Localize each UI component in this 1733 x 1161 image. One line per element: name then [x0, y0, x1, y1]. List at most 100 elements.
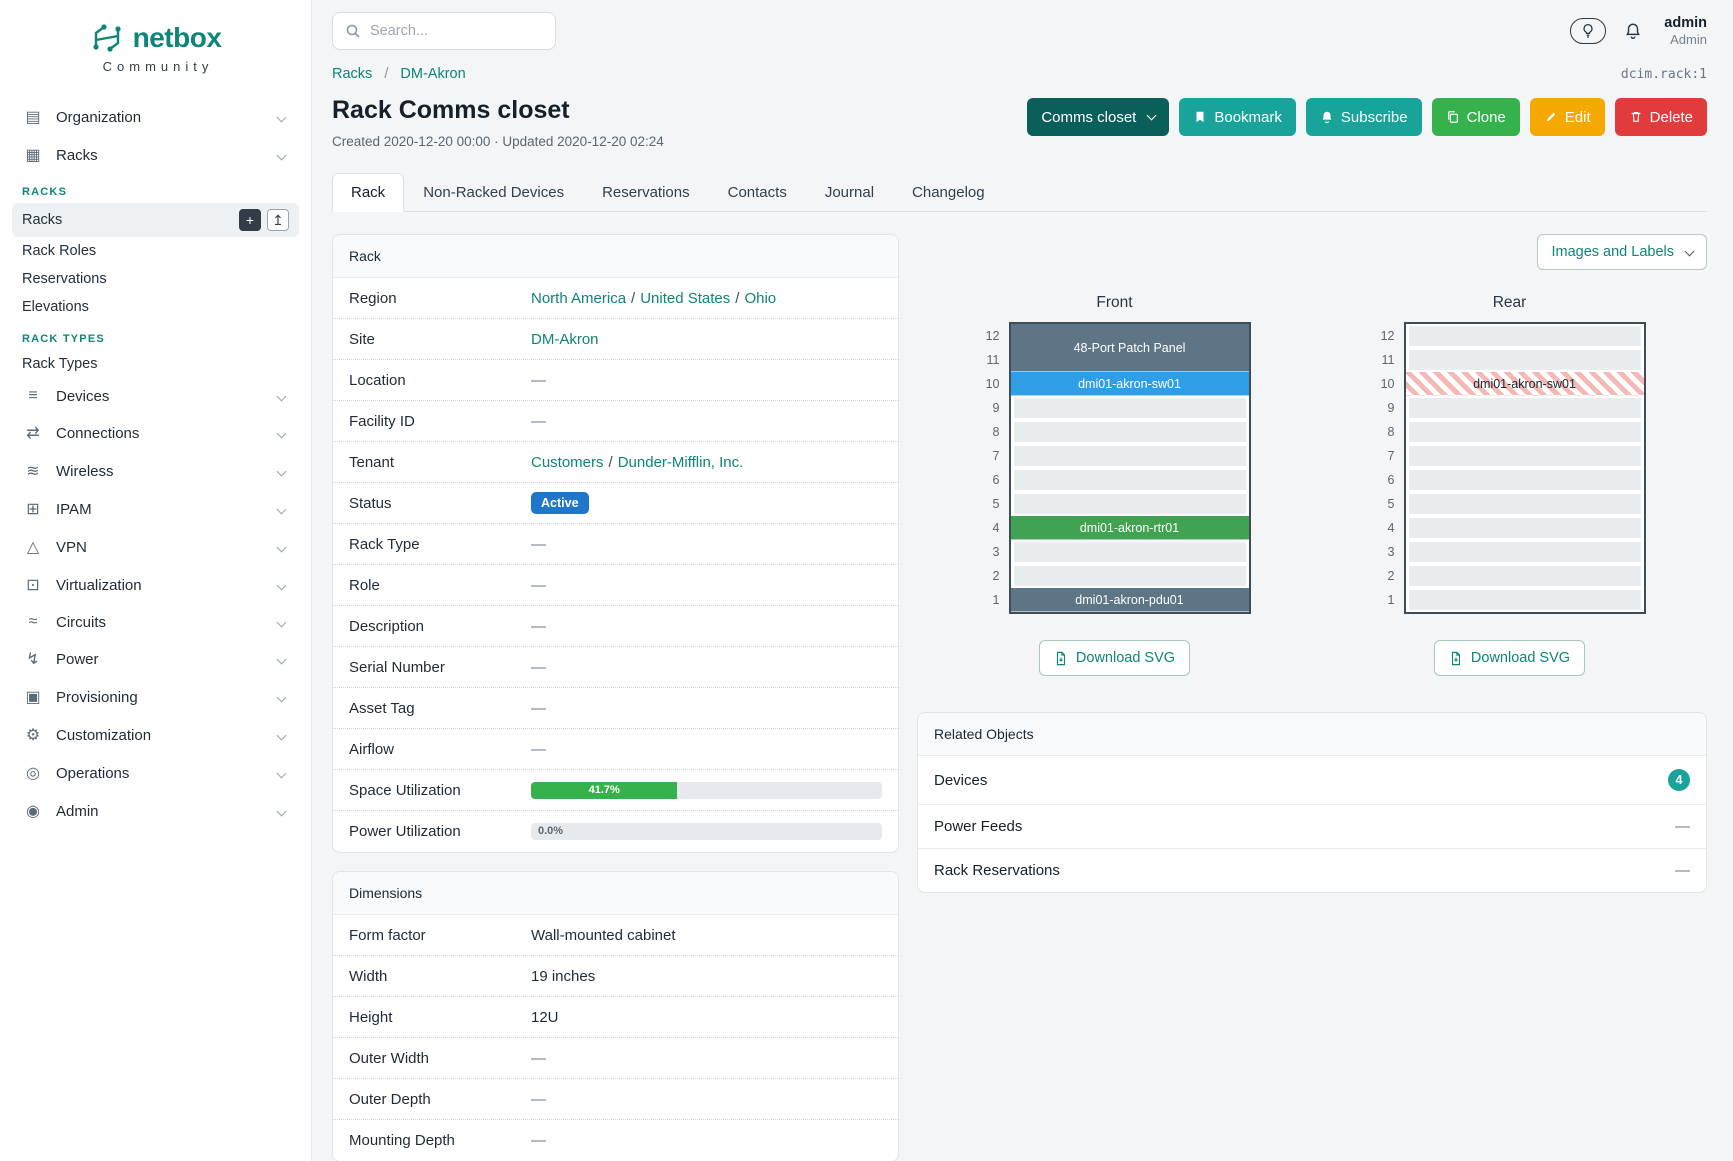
rack-device-dmi01-akron-sw01[interactable]: dmi01-akron-sw01: [1405, 372, 1644, 396]
rack-slot-empty[interactable]: [1011, 564, 1249, 588]
rack-slot-empty[interactable]: [1011, 396, 1249, 420]
empty-unit-bar: [1408, 542, 1641, 562]
user-menu[interactable]: admin Admin: [1664, 15, 1707, 47]
sidebar-item-connections[interactable]: ⇄ Connections: [12, 414, 299, 452]
region-link[interactable]: Ohio: [744, 289, 777, 307]
page-title: Rack Comms closet: [332, 96, 570, 124]
card-header: Dimensions: [333, 872, 898, 915]
notifications-button[interactable]: [1622, 20, 1644, 42]
tenant-group-link[interactable]: Customers: [531, 453, 604, 471]
breadcrumb-link-racks[interactable]: Racks: [332, 66, 373, 82]
tab-rack[interactable]: Rack: [332, 173, 405, 212]
sidebar-item-circuits[interactable]: ≈ Circuits: [12, 604, 299, 640]
tab-reservations[interactable]: Reservations: [602, 184, 690, 201]
rack-slot-empty[interactable]: [1406, 324, 1644, 348]
download-svg-front-button[interactable]: Download SVG: [1038, 640, 1191, 676]
sidebar-subitem-racks[interactable]: Racks + ↥: [12, 203, 299, 237]
rack-slot-empty[interactable]: [1406, 444, 1644, 468]
virtualization-icon: ⊡: [26, 577, 40, 594]
rack-device-dmi01-akron-rtr01[interactable]: dmi01-akron-rtr01: [1010, 516, 1249, 540]
rack-slot-empty[interactable]: [1406, 492, 1644, 516]
tab-non-racked-devices[interactable]: Non-Racked Devices: [423, 184, 565, 201]
download-svg-rear-button[interactable]: Download SVG: [1433, 640, 1586, 676]
sidebar-subitem-elevations[interactable]: Elevations: [12, 293, 299, 321]
import-button[interactable]: ↥: [267, 209, 289, 231]
tenant-link[interactable]: Dunder-Mifflin, Inc.: [617, 453, 744, 471]
rack-slot-empty[interactable]: [1406, 396, 1644, 420]
sidebar-item-customization[interactable]: ⚙ Customization: [12, 716, 299, 754]
images-labels-select[interactable]: Images and Labels: [1537, 234, 1707, 270]
sidebar-subitem-rack-types[interactable]: Rack Types: [12, 350, 299, 378]
view-select-button[interactable]: Comms closet: [1027, 98, 1170, 136]
delete-button[interactable]: Delete: [1614, 98, 1707, 136]
breadcrumb-link-site[interactable]: DM-Akron: [400, 66, 466, 82]
attr-row-rack-type: Rack Type —: [333, 524, 898, 565]
trash-icon: [1631, 112, 1641, 122]
sidebar-item-devices[interactable]: ≡ Devices: [12, 378, 299, 414]
theme-toggle-button[interactable]: [1570, 18, 1607, 44]
sidebar-subitem-reservations[interactable]: Reservations: [12, 265, 299, 293]
edit-button[interactable]: Edit: [1529, 98, 1605, 136]
rack-slot-empty[interactable]: [1406, 564, 1644, 588]
sidebar-item-vpn[interactable]: △ VPN: [12, 528, 299, 566]
related-row-power-feeds[interactable]: Power Feeds —: [918, 805, 1706, 849]
search-input[interactable]: [370, 23, 543, 39]
rack-slot-empty[interactable]: [1011, 444, 1249, 468]
bookmark-button[interactable]: Bookmark: [1179, 98, 1296, 136]
empty-unit-bar: [1408, 566, 1641, 586]
rack-slot-empty[interactable]: [1406, 588, 1644, 612]
empty-unit-bar: [1408, 398, 1641, 418]
rack-slot-empty[interactable]: [1406, 516, 1644, 540]
netbox-logo[interactable]: netbox: [0, 22, 311, 54]
search-box[interactable]: [332, 12, 556, 50]
empty-unit-bar: [1013, 422, 1246, 442]
attr-row-outer-depth: Outer Depth —: [333, 1079, 898, 1120]
sidebar-item-wireless[interactable]: ≋ Wireless: [12, 452, 299, 490]
rack-device-dmi01-akron-pdu01[interactable]: dmi01-akron-pdu01: [1010, 588, 1249, 612]
sidebar-item-power[interactable]: ↯ Power: [12, 640, 299, 678]
rack-slot-empty[interactable]: [1406, 348, 1644, 372]
tab-journal[interactable]: Journal: [824, 184, 875, 201]
rack-slot-empty[interactable]: [1406, 540, 1644, 564]
sidebar-item-admin[interactable]: ◉ Admin: [12, 792, 299, 830]
sidebar-subitem-label: Rack Roles: [22, 243, 97, 259]
rack-slot-empty[interactable]: [1011, 492, 1249, 516]
rack-slot-empty[interactable]: [1011, 540, 1249, 564]
region-link[interactable]: North America: [531, 289, 627, 307]
sidebar-item-organization[interactable]: ▤ Organization: [12, 98, 299, 136]
rack-slot-empty[interactable]: [1406, 420, 1644, 444]
site-link[interactable]: DM-Akron: [531, 330, 599, 348]
sidebar-item-label: Provisioning: [56, 688, 138, 706]
attr-row-form-factor: Form factor Wall-mounted cabinet: [333, 915, 898, 956]
rack-device-48-port-patch-panel[interactable]: 48-Port Patch Panel: [1010, 324, 1249, 372]
view-select-label: Comms closet: [1041, 108, 1137, 126]
unit-number: 6: [1387, 473, 1395, 487]
sidebar-item-racks[interactable]: ▦ Racks: [12, 136, 299, 174]
rack-slot-empty[interactable]: [1011, 468, 1249, 492]
tab-changelog[interactable]: Changelog: [912, 184, 985, 201]
tab-contacts[interactable]: Contacts: [727, 184, 787, 201]
region-link[interactable]: United States: [640, 289, 731, 307]
brand-community-label: Community: [102, 59, 214, 74]
rack-slot-empty[interactable]: [1406, 468, 1644, 492]
sidebar-item-operations[interactable]: ◎ Operations: [12, 754, 299, 792]
related-row-rack-reservations[interactable]: Rack Reservations —: [934, 862, 1690, 879]
devices-icon: ≡: [28, 387, 38, 404]
sidebar-item-ipam[interactable]: ⊞ IPAM: [12, 490, 299, 528]
sidebar-item-virtualization[interactable]: ⊡ Virtualization: [12, 566, 299, 604]
sidebar-menu: ▤ Organization ▦ Racks RACKS Racks + ↥ Rack Role…: [0, 98, 311, 830]
add-button[interactable]: +: [239, 209, 261, 231]
sidebar-subitem-rack-roles[interactable]: Rack Roles: [12, 237, 299, 265]
chevron-down-icon: [276, 580, 287, 590]
rack-slot-empty[interactable]: [1011, 420, 1249, 444]
rack-device-dmi01-akron-sw01[interactable]: dmi01-akron-sw01: [1010, 372, 1249, 396]
rack-card: Rack Region North America / United State…: [332, 234, 899, 853]
related-row-devices[interactable]: Devices 4: [918, 756, 1706, 805]
sidebar-item-provisioning[interactable]: ▣ Provisioning: [12, 678, 299, 716]
sidebar-item-label: Circuits: [56, 613, 107, 631]
clone-button[interactable]: Clone: [1431, 98, 1520, 136]
operations-icon: ◎: [26, 765, 40, 782]
attr-label: Outer Depth: [349, 1090, 431, 1108]
subscribe-button[interactable]: Subscribe: [1305, 98, 1422, 136]
